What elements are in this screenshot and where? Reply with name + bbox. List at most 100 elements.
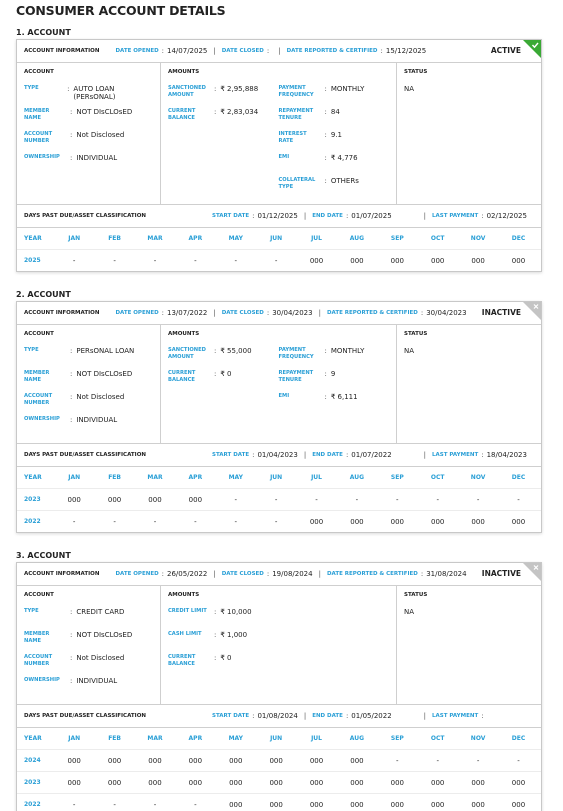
- month-cell: 000: [350, 756, 364, 765]
- separator: :: [70, 154, 73, 162]
- separator: :: [214, 85, 217, 93]
- month-cell: 000: [269, 756, 283, 765]
- month-cell: 000: [309, 256, 324, 265]
- month-cell: 000: [148, 756, 162, 765]
- field-row: OWNERSHIP: INDIVIDUAL: [24, 677, 153, 700]
- column-heading: ACCOUNT: [24, 69, 54, 75]
- separator: :: [324, 393, 327, 401]
- header-cell: OCT: [430, 235, 445, 242]
- field-row: ACCOUNT NUMBER: Not Disclosed: [24, 131, 153, 154]
- account-card: ACCOUNT INFORMATION DATE OPENED:26/05/202…: [16, 562, 542, 811]
- field-value: 9: [330, 370, 336, 378]
- account-info-row: ACCOUNT INFORMATION DATE OPENED:13/07/202…: [17, 302, 541, 325]
- field-label: DATE CLOSED: [221, 571, 264, 577]
- field-value: INDIVIDUAL: [76, 416, 118, 424]
- accounts-list: 1. ACCOUNT ACCOUNT INFORMATION DATE OPENED…: [16, 27, 542, 811]
- separator: :: [70, 416, 73, 424]
- month-cell: -: [72, 800, 76, 809]
- month-cell: 000: [67, 756, 81, 765]
- field-row: INTEREST RATE:9.1: [279, 131, 390, 154]
- field-value: 31/08/2024: [426, 570, 467, 578]
- field-row: CURRENT BALANCE: ₹ 0: [168, 654, 279, 677]
- separator: :: [380, 47, 383, 55]
- field-row: MEMBER NAME: NOT DIsCLOsED: [24, 108, 153, 131]
- field-row: MEMBER NAME: NOT DIsCLOsED: [24, 370, 153, 393]
- column-heading: AMOUNTS: [168, 331, 200, 337]
- field-label: CASH LIMIT: [168, 631, 202, 637]
- header-cell: MAR: [147, 235, 163, 242]
- table-row: 2022 - - - - 000 000 000 000 000 000 000 000: [17, 794, 541, 811]
- month-cell: -: [234, 517, 238, 526]
- field-value: 30/04/2023: [426, 309, 467, 317]
- month-cell: 000: [471, 256, 485, 265]
- header-cell: DEC: [511, 235, 526, 242]
- field-row: ACCOUNT NUMBER: Not Disclosed: [24, 654, 153, 677]
- separator: :: [481, 451, 484, 459]
- info-label: ACCOUNT INFORMATION: [24, 310, 100, 316]
- account-column: ACCOUNT TYPE: CREDIT CARD MEMBER NAME: NOT D…: [17, 586, 161, 704]
- field-value: 02/12/2025: [486, 212, 527, 220]
- field-value: 18/04/2023: [486, 451, 527, 459]
- table-row: 2023 000 000 000 000 000 000 000 000 000 000 000 000: [17, 772, 541, 794]
- field-label: DATE CLOSED: [221, 48, 264, 54]
- table-row: 2025 - - - - - - 000 000 000 000 000 000: [17, 250, 541, 271]
- month-cell: 000: [309, 800, 324, 809]
- header-cell: MAY: [228, 735, 243, 742]
- month-cell: -: [517, 756, 520, 765]
- month-cell: 000: [148, 495, 162, 504]
- header-cell: JUL: [311, 474, 322, 481]
- field-label: MEMBER NAME: [24, 370, 50, 383]
- field-label: EMI: [278, 154, 290, 160]
- month-cell: -: [274, 256, 278, 265]
- month-cell: 000: [229, 778, 243, 787]
- year-cell: 2023: [24, 496, 41, 503]
- field-label: LAST PAYMENT: [432, 213, 479, 219]
- month-cell: -: [194, 517, 197, 526]
- header-cell: APR: [188, 474, 203, 481]
- divider: |: [303, 451, 307, 459]
- column-heading: ACCOUNT: [24, 592, 54, 598]
- separator: :: [214, 370, 217, 378]
- field-row: REPAYMENT TENURE:84: [279, 108, 390, 131]
- field-label: OWNERSHIP: [24, 154, 60, 160]
- month-cell: 000: [390, 800, 404, 809]
- month-cell: 000: [107, 756, 122, 765]
- field-value: 01/08/2024: [257, 712, 298, 720]
- separator: :: [70, 393, 73, 401]
- divider: |: [278, 47, 281, 55]
- info-label: ACCOUNT INFORMATION: [24, 571, 100, 577]
- month-cell: 000: [67, 495, 81, 504]
- month-cell: 000: [188, 495, 203, 504]
- account-panel: ACCOUNT TYPE: PERsONAL LOAN MEMBER NAME: NOT…: [17, 325, 541, 444]
- field-label: REPAYMENT TENURE: [278, 370, 314, 383]
- month-cell: -: [436, 756, 439, 765]
- separator: :: [324, 154, 327, 162]
- field-label: REPAYMENT TENURE: [278, 108, 314, 121]
- field-label: DATE OPENED: [115, 310, 159, 316]
- field-label: MEMBER NAME: [24, 108, 50, 121]
- field-value: 01/05/2022: [351, 712, 392, 720]
- header-cell: JAN: [68, 235, 81, 242]
- divider: |: [318, 309, 321, 317]
- month-cell: 000: [148, 778, 162, 787]
- month-cell: -: [396, 495, 399, 504]
- month-cell: -: [234, 495, 238, 504]
- field-value: Not Disclosed: [76, 393, 125, 401]
- field-row: CREDIT LIMIT: ₹ 10,000: [168, 608, 279, 631]
- field-label: ACCOUNT NUMBER: [24, 131, 53, 144]
- separator: :: [161, 47, 165, 55]
- divider: |: [423, 712, 427, 720]
- amounts-left: CREDIT LIMIT: ₹ 10,000 CASH LIMIT: ₹ 1,000 C…: [168, 608, 279, 677]
- divider: |: [423, 451, 427, 459]
- field-label: CURRENT BALANCE: [168, 654, 196, 667]
- field-label: END DATE: [312, 452, 343, 458]
- field-label: INTEREST RATE: [278, 131, 307, 144]
- field-value: ₹ 10,000: [220, 608, 252, 616]
- month-cell: 000: [511, 517, 526, 526]
- field-value: ₹ 0: [220, 370, 232, 378]
- field-value: MONTHLY: [330, 347, 365, 355]
- field-value: 84: [330, 108, 340, 116]
- divider: |: [213, 309, 216, 317]
- header-cell: NOV: [470, 474, 486, 481]
